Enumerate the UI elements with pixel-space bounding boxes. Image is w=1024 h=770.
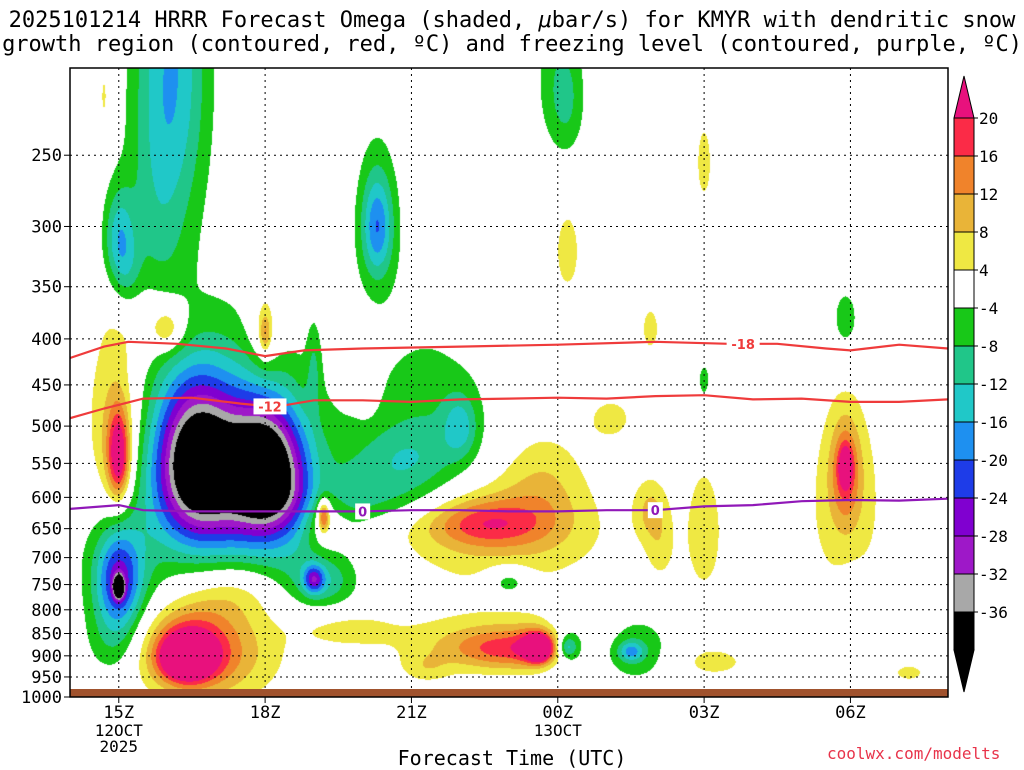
contour-label-bg — [647, 502, 663, 519]
colorbar-top-arrow — [953, 75, 975, 119]
x-tick-label: 00Z — [542, 703, 573, 723]
colorbar-swatch — [953, 421, 975, 461]
y-tick-label: 950 — [31, 668, 62, 688]
pressure-axis: 250 300 350 400 450 500 550 600 650 700 750 800 850 9… — [21, 146, 70, 708]
colorbar-label: -16 — [979, 413, 1008, 432]
x-axis-title: Forecast Time (UTC) — [397, 746, 627, 770]
colorbar-label: 12 — [979, 185, 998, 204]
contour-label: 0 — [358, 505, 367, 520]
date-label: 12OCT — [95, 721, 144, 740]
date-label: 2025 — [100, 737, 139, 756]
x-tick-label: 06Z — [835, 703, 866, 723]
y-tick-label: 550 — [31, 454, 62, 474]
colorbar-bottom-arrow — [953, 649, 975, 693]
colorbar-label: -4 — [979, 299, 998, 318]
y-tick-label: 1000 — [21, 688, 62, 708]
y-tick-label: 250 — [31, 146, 62, 166]
plot-frame — [69, 67, 949, 698]
y-tick-label: 750 — [31, 576, 62, 596]
colorbar-swatch — [953, 383, 975, 423]
colorbar-swatch — [953, 117, 975, 157]
colorbar-label: -12 — [979, 375, 1008, 394]
y-tick-label: 350 — [31, 278, 62, 298]
colorbar-swatch — [953, 535, 975, 575]
x-tick-label: 21Z — [396, 703, 427, 723]
colorbar-label: 4 — [979, 261, 989, 280]
x-tick-label: 18Z — [250, 703, 281, 723]
contour-label: -18 — [731, 338, 755, 353]
y-tick-label: 650 — [31, 520, 62, 540]
colorbar-swatch — [953, 497, 975, 537]
colorbar-label: -36 — [979, 603, 1008, 622]
y-tick-label: 850 — [31, 624, 62, 644]
colorbar-swatch — [953, 573, 975, 613]
colorbar-label: -32 — [979, 565, 1008, 584]
y-tick-label: 500 — [31, 417, 62, 437]
colorbar-swatch — [953, 269, 975, 309]
colorbar-label: -24 — [979, 489, 1008, 508]
y-tick-label: 900 — [31, 647, 62, 667]
contour-label-bg — [253, 398, 287, 415]
x-tick-label: 15Z — [103, 703, 134, 723]
contour-line--18 — [70, 340, 948, 360]
grid-lines — [70, 68, 948, 697]
contour-label-bg — [726, 335, 760, 352]
y-tick-label: 400 — [31, 330, 62, 350]
colorbar-swatch — [953, 155, 975, 195]
y-tick-label: 600 — [31, 488, 62, 508]
colorbar-label: 16 — [979, 147, 998, 166]
colorbar-swatch — [953, 193, 975, 233]
colorbar-label: 20 — [979, 109, 998, 128]
ground-surface-bar — [70, 689, 948, 697]
date-label: 13OCT — [534, 721, 583, 740]
colorbar-swatch — [953, 231, 975, 271]
x-tick-label: 03Z — [689, 703, 720, 723]
chart-title-line2: growth region (contoured, red, ºC) and f… — [2, 32, 1022, 57]
colorbar-swatch — [953, 459, 975, 499]
contour-line--12 — [70, 394, 948, 420]
contour-label: 0 — [651, 504, 660, 519]
colorbar-label: -28 — [979, 527, 1008, 546]
contour-label: -12 — [258, 400, 282, 415]
contour-line-0 — [70, 497, 948, 513]
colorbar-label: 8 — [979, 223, 989, 242]
colorbar-swatch — [953, 307, 975, 347]
credit-link[interactable]: coolwx.com/modelts — [827, 744, 1001, 763]
temperature-contours: -18 -12 0 0 — [70, 335, 948, 520]
omega-shaded-field — [70, 68, 948, 697]
chart-title-line1: 2025101214 HRRR Forecast Omega (shaded, … — [8, 8, 1016, 33]
colorbar-swatch — [953, 345, 975, 385]
colorbar-label: -8 — [979, 337, 998, 356]
y-tick-label: 300 — [31, 217, 62, 237]
contour-label-bg — [355, 503, 371, 520]
colorbar-label: -20 — [979, 451, 1008, 470]
y-tick-label: 700 — [31, 549, 62, 569]
colorbar-swatch — [953, 611, 975, 651]
omega-colorbar: 20 16 12 8 4 -4 -8 -12 -16 -20 -24 -28 -32 -36 — [953, 75, 1008, 693]
y-tick-label: 450 — [31, 376, 62, 396]
y-tick-label: 800 — [31, 601, 62, 621]
